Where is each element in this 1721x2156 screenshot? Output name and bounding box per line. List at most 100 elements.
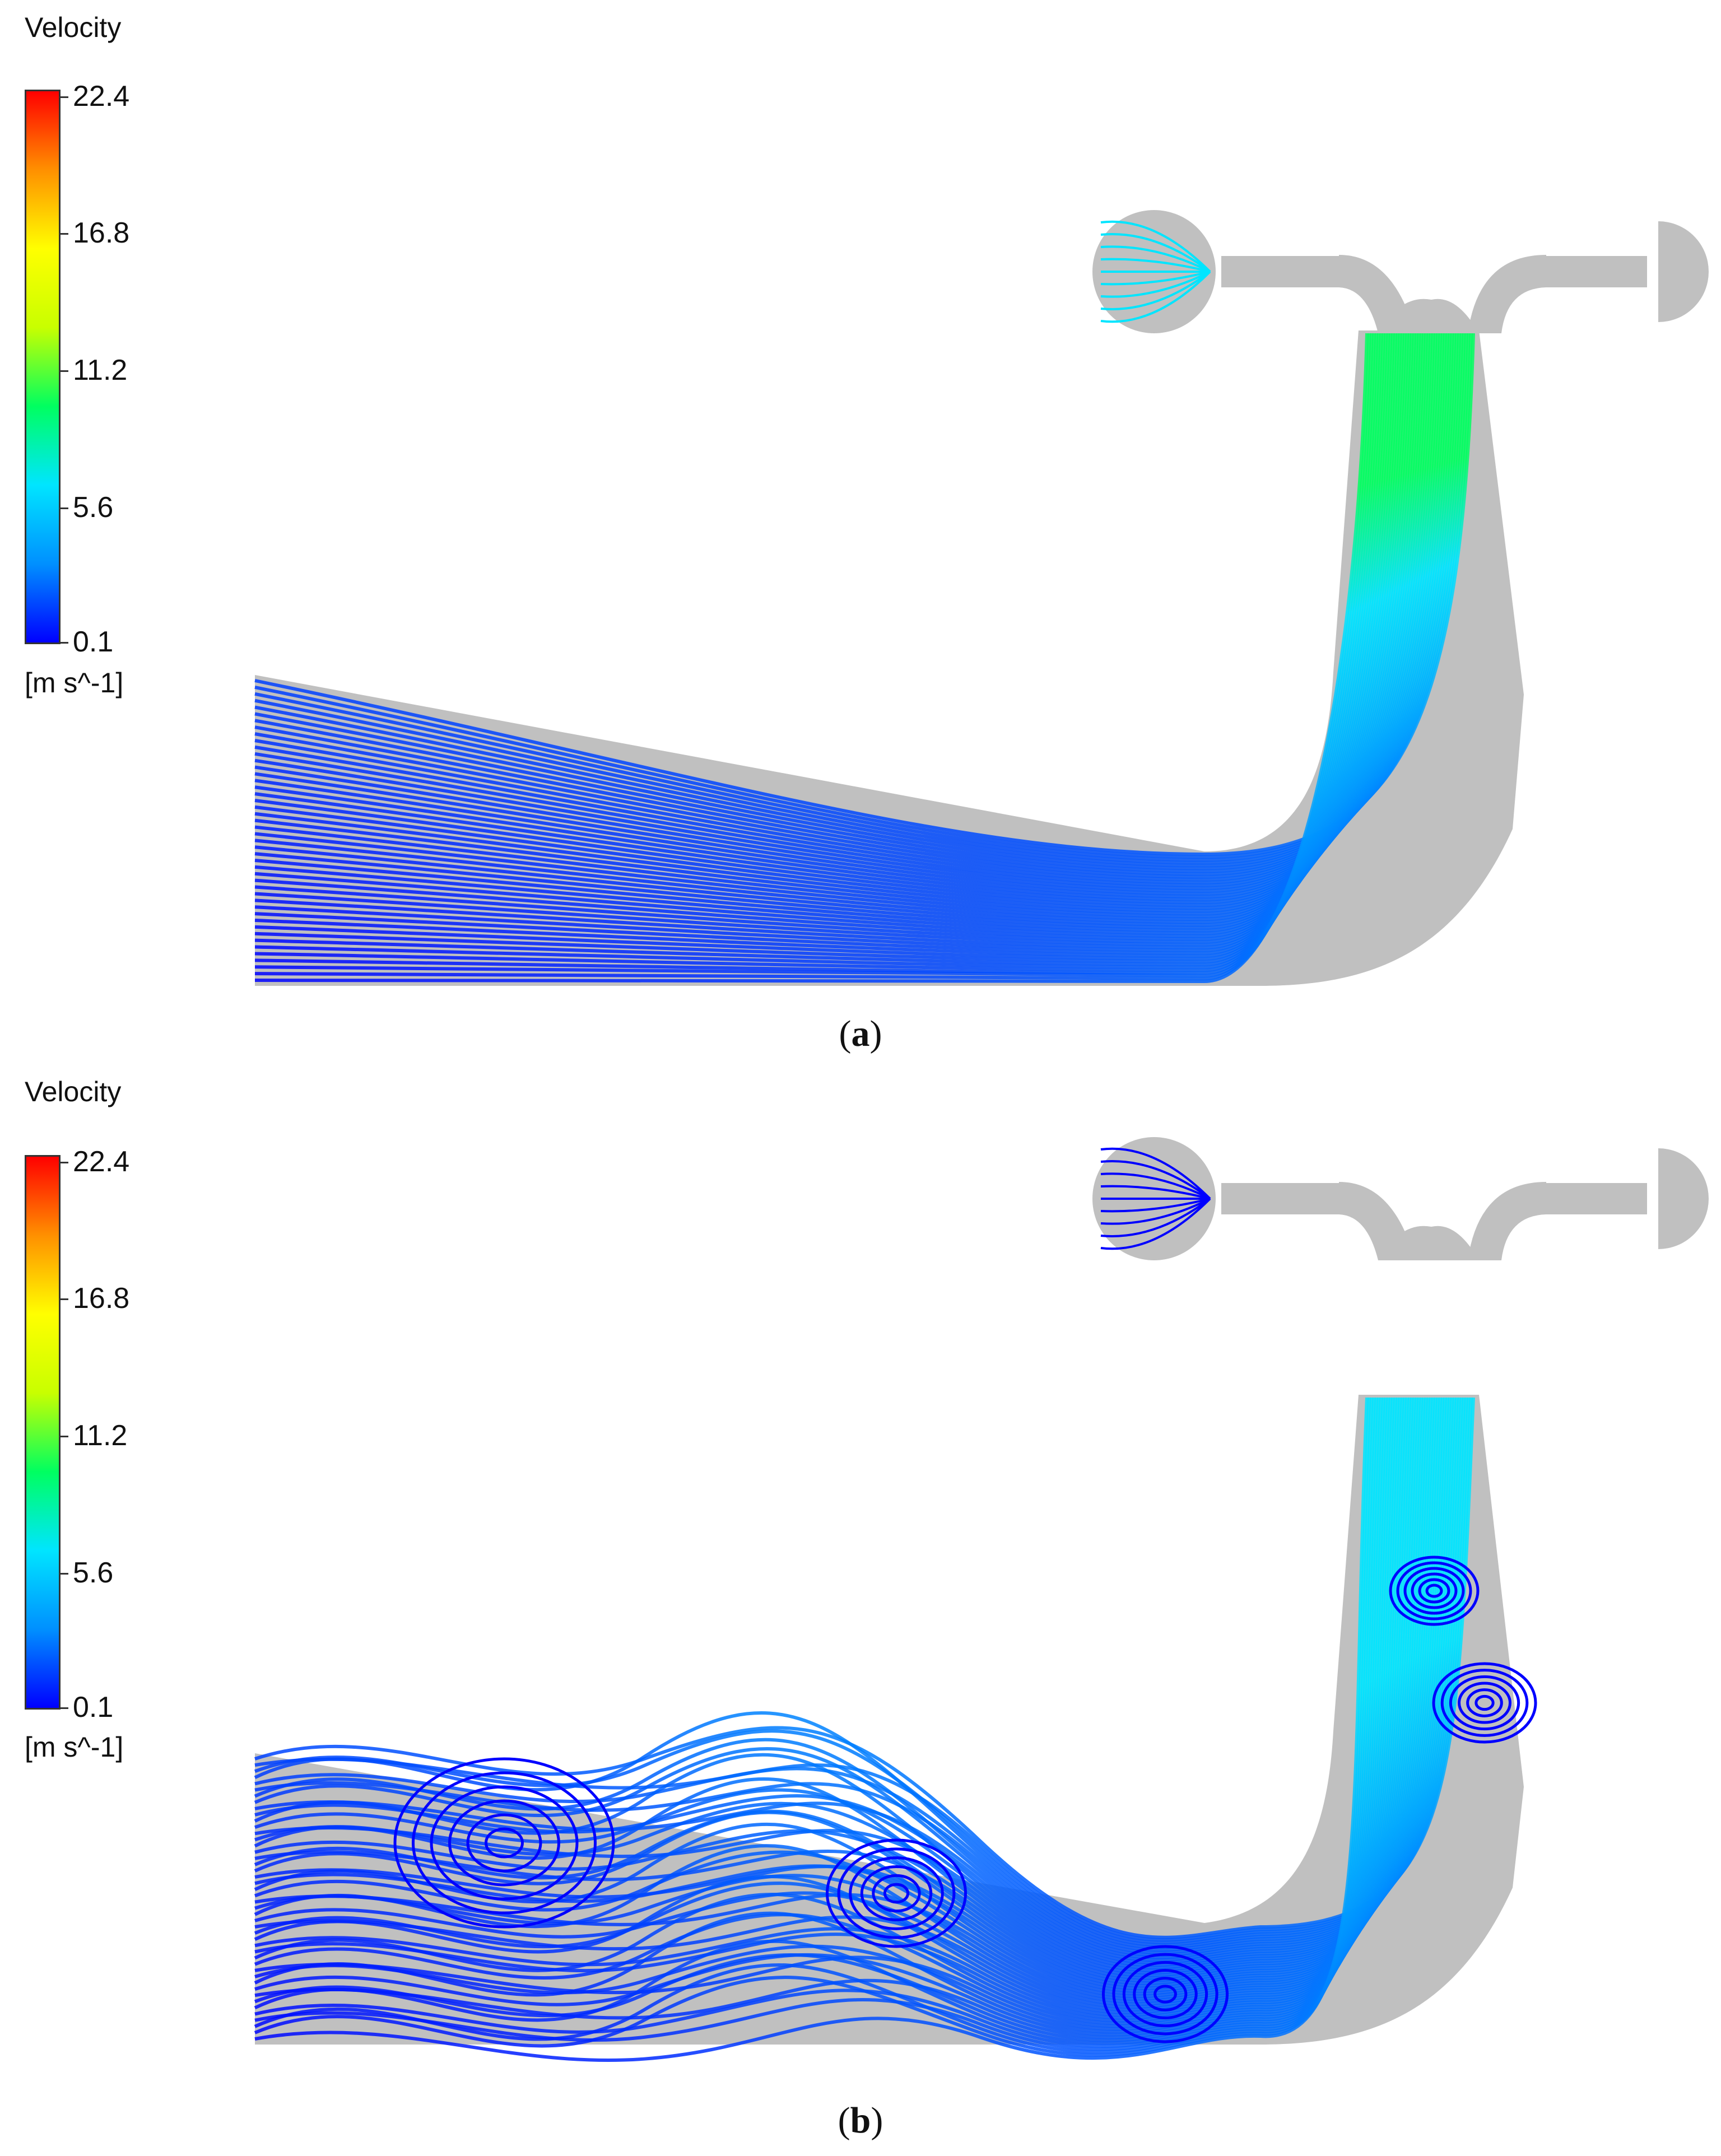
vortex-ring <box>485 1827 524 1859</box>
streamline <box>254 333 1463 870</box>
chamber-streamline <box>1100 220 1211 273</box>
chamber-streamline <box>1100 271 1211 310</box>
streamline <box>254 333 1395 952</box>
vortex-ring <box>1475 1694 1495 1711</box>
vortex-ring <box>1143 1977 1188 2011</box>
vortex-ring <box>1432 1662 1537 1744</box>
tick-mark <box>61 507 68 509</box>
streamline <box>254 333 1447 890</box>
legend-title: Velocity <box>25 12 122 43</box>
vortex-ring <box>430 1785 579 1901</box>
streamline <box>254 333 1430 910</box>
tick-label: 22.4 <box>73 80 130 113</box>
tick-label: 5.6 <box>73 491 114 524</box>
streamline <box>254 333 1438 901</box>
streamline <box>254 333 1435 904</box>
vortex-ring <box>466 1813 542 1873</box>
streamline <box>254 333 1426 915</box>
vortex-ring <box>837 1847 956 1939</box>
caption-close: ) <box>869 1013 882 1054</box>
tick-mark <box>61 233 68 235</box>
vortex-ring <box>1122 1961 1208 2028</box>
vortex-ring <box>393 1757 615 1929</box>
panel-a: Velocity 22.4 16.8 11.2 5.6 0.1 [m s^-1]… <box>0 0 1721 1059</box>
vortex-ring <box>849 1856 944 1930</box>
vortex-ring <box>1425 1584 1443 1598</box>
streamline <box>254 333 1421 921</box>
streamline <box>254 333 1475 856</box>
streamline <box>254 1397 1369 2062</box>
streamline <box>254 333 1376 975</box>
tick-mark <box>61 1298 68 1300</box>
streamline <box>254 333 1442 896</box>
velocity-colorbar <box>25 1155 61 1710</box>
streamline <box>254 333 1457 879</box>
left-duct <box>1221 1183 1339 1214</box>
caption-a: (a) <box>0 1013 1721 1055</box>
tick-mark <box>61 642 68 644</box>
right-chamber <box>1658 221 1709 322</box>
vortex-ring <box>448 1799 560 1887</box>
vortex-ring <box>1449 1675 1520 1731</box>
streamline <box>254 333 1411 933</box>
unit-label: [m s^-1] <box>25 1731 124 1763</box>
vortex-ring <box>1153 1985 1177 2004</box>
chamber-streamline <box>1100 258 1211 273</box>
caption-open: ( <box>838 2100 850 2141</box>
caption-letter: b <box>850 2100 871 2141</box>
streamline <box>254 333 1416 927</box>
chamber-streamline <box>1100 1160 1211 1200</box>
chamber-streamline <box>1100 1198 1211 1213</box>
streamline <box>254 333 1424 918</box>
vortex-ring <box>1411 1572 1458 1609</box>
vortex-ring <box>1403 1567 1465 1615</box>
y-junction <box>1359 1226 1479 1260</box>
chamber-streamline <box>1100 271 1211 298</box>
streamline <box>254 333 1374 977</box>
right-chamber <box>1658 1148 1709 1249</box>
vortex-ring <box>1466 1688 1503 1717</box>
streamline <box>254 333 1461 873</box>
legend-title: Velocity <box>25 1076 122 1107</box>
streamline <box>254 333 1452 884</box>
tick-label: 0.1 <box>73 1691 114 1724</box>
panel-b: Velocity 22.4 16.8 11.2 5.6 0.1 [m s^-1]… <box>0 1059 1721 2156</box>
y-junction <box>1359 299 1479 333</box>
vortex-ring <box>1112 1953 1218 2036</box>
streamline <box>254 333 1468 865</box>
chamber-streamline <box>1100 1198 1211 1237</box>
streamline <box>254 333 1428 912</box>
right-elbow <box>1468 1182 1546 1260</box>
streamline <box>254 333 1466 868</box>
vortex-ring <box>1458 1682 1511 1724</box>
vortex-ring <box>1133 1969 1198 2019</box>
tick-label: 11.2 <box>73 1419 128 1452</box>
vortex-ring <box>826 1838 967 1948</box>
tick-mark <box>61 370 68 372</box>
vortex-ring <box>872 1874 921 1913</box>
streamline <box>254 333 1449 887</box>
tick-mark <box>61 1162 68 1163</box>
chamber-streamline <box>1100 1172 1211 1200</box>
tick-label: 16.8 <box>73 1282 130 1315</box>
streamline <box>254 333 1371 980</box>
velocity-colorbar <box>25 90 61 644</box>
chamber-streamline <box>1100 271 1211 323</box>
vortex-ring <box>1389 1556 1480 1626</box>
tick-label: 11.2 <box>73 354 128 387</box>
chamber-streamline <box>1100 271 1211 286</box>
streamline <box>254 333 1407 938</box>
tick-label: 0.1 <box>73 626 114 658</box>
streamline <box>254 333 1418 924</box>
vortex-ring <box>1396 1561 1472 1621</box>
tick-label: 22.4 <box>73 1145 130 1178</box>
streamline <box>254 333 1440 898</box>
caption-b: (b) <box>0 2099 1721 2142</box>
streamline <box>254 333 1397 949</box>
left-duct <box>1221 256 1339 287</box>
streamline <box>254 333 1383 966</box>
unit-label: [m s^-1] <box>25 667 124 699</box>
streamline <box>254 333 1404 941</box>
streamline <box>254 333 1385 963</box>
chamber-streamline <box>1100 1147 1211 1200</box>
